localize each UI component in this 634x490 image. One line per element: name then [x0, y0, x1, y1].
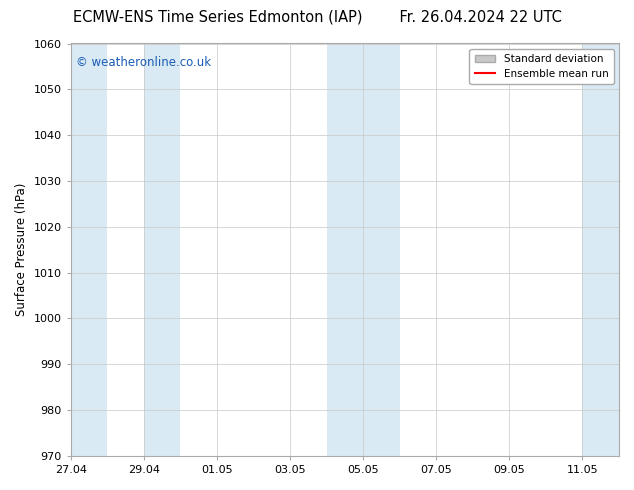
- Y-axis label: Surface Pressure (hPa): Surface Pressure (hPa): [15, 183, 28, 317]
- Bar: [583, 44, 634, 456]
- Text: © weatheronline.co.uk: © weatheronline.co.uk: [76, 56, 211, 69]
- Legend: Standard deviation, Ensemble mean run: Standard deviation, Ensemble mean run: [469, 49, 614, 84]
- Bar: [71, 44, 107, 456]
- Text: ECMW-ENS Time Series Edmonton (IAP)        Fr. 26.04.2024 22 UTC: ECMW-ENS Time Series Edmonton (IAP) Fr. …: [72, 10, 562, 25]
- Bar: [327, 44, 399, 456]
- Bar: [144, 44, 180, 456]
